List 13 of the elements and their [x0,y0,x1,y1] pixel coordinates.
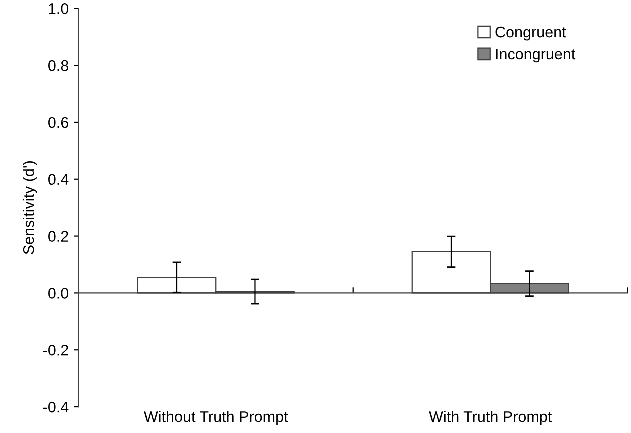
y-tick-label: 0.8 [48,60,68,72]
legend-label: Incongruent [496,49,576,63]
y-tick-label: 0.4 [48,174,69,186]
y-axis-title: Sensitivity (d') [23,161,38,254]
y-tick-label: 0.6 [48,117,68,128]
y-tick-label: 1.0 [49,4,69,14]
y-tick-label: -0.2 [44,344,68,356]
x-tick-label: Without Truth Prompt [144,411,288,426]
y-tick-label: -0.4 [44,402,69,413]
y-tick-label: 0.2 [48,231,68,242]
y-tick-label: 0.0 [48,288,69,299]
legend-label: Congruent [496,26,566,41]
x-tick-label: With Truth Prompt [429,411,552,426]
